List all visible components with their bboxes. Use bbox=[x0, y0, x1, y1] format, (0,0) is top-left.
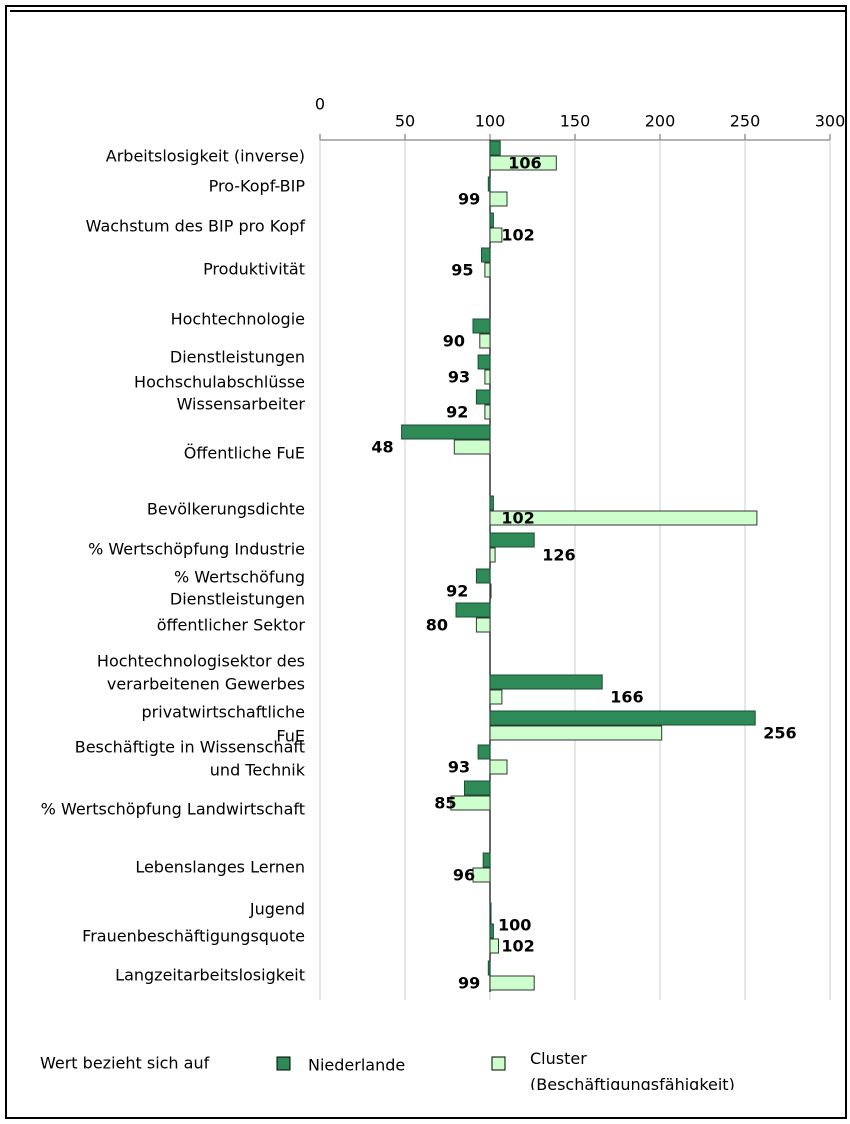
bar bbox=[479, 333, 491, 349]
bar bbox=[489, 923, 494, 939]
legend-entry-label: Niederlande bbox=[308, 1056, 405, 1075]
y-tick-label: Öffentliche FuE bbox=[184, 444, 305, 463]
y-tick-label: Pro-Kopf-BIP bbox=[209, 177, 306, 196]
y-tick-label: Bevölkerungsdichte bbox=[147, 500, 305, 519]
bar bbox=[455, 602, 491, 618]
bar bbox=[484, 262, 491, 278]
data-label: 90 bbox=[443, 332, 465, 351]
data-label: 256 bbox=[763, 724, 796, 743]
y-tick-label: privatwirtschaftliche bbox=[142, 703, 305, 722]
bar bbox=[489, 583, 492, 599]
bar bbox=[475, 568, 491, 584]
y-tick-label: Jugend bbox=[249, 900, 305, 919]
bar bbox=[489, 759, 508, 775]
y-tick-label: Wachstum des BIP pro Kopf bbox=[86, 217, 306, 236]
bar bbox=[489, 495, 494, 511]
y-tick-label: und Technik bbox=[210, 761, 306, 780]
bar bbox=[453, 439, 491, 455]
y-tick-label: Wissensarbeiter bbox=[177, 395, 306, 414]
bar bbox=[489, 227, 503, 243]
y-tick-label: Dienstleistungen bbox=[170, 590, 305, 609]
legend-title: Wert bezieht sich auf bbox=[40, 1054, 210, 1073]
y-tick-label: Lebenslanges Lernen bbox=[135, 858, 305, 877]
bar bbox=[489, 674, 603, 690]
bar bbox=[489, 155, 557, 171]
data-label: 96 bbox=[453, 866, 475, 885]
x-tick-label: 200 bbox=[645, 112, 676, 131]
y-tick-label: Frauenbeschäftigungsquote bbox=[82, 927, 305, 946]
bar bbox=[482, 852, 491, 868]
legend-swatch bbox=[491, 1056, 506, 1071]
bar bbox=[489, 975, 535, 991]
bar bbox=[487, 960, 491, 976]
data-label: 93 bbox=[448, 368, 470, 387]
y-tick-label: % Wertschöpfung Landwirtschaft bbox=[41, 800, 305, 819]
y-tick-label: FuE bbox=[276, 727, 305, 746]
bar bbox=[489, 725, 663, 741]
bar bbox=[489, 902, 492, 918]
data-label: 102 bbox=[501, 226, 534, 245]
bar bbox=[489, 532, 535, 548]
y-tick-label: verarbeitenen Gewerbes bbox=[107, 675, 305, 694]
bar bbox=[481, 247, 491, 263]
data-label: 99 bbox=[458, 974, 480, 993]
legend-swatch bbox=[276, 1056, 291, 1071]
bar bbox=[472, 867, 491, 883]
bar bbox=[489, 212, 494, 228]
y-tick-label: Dienstleistungen bbox=[170, 348, 305, 367]
bar bbox=[484, 369, 491, 385]
bar bbox=[475, 389, 491, 405]
y-tick-label: % Wertschöfung bbox=[174, 568, 305, 587]
data-label: 102 bbox=[501, 509, 534, 528]
bar bbox=[489, 510, 758, 526]
data-label: 93 bbox=[448, 758, 470, 777]
bar bbox=[487, 176, 491, 192]
bar bbox=[464, 780, 491, 796]
bar bbox=[401, 424, 491, 440]
data-label: 102 bbox=[501, 937, 534, 956]
data-label: 85 bbox=[434, 794, 456, 813]
bar bbox=[477, 354, 491, 370]
data-label: 48 bbox=[371, 438, 393, 457]
data-label: 99 bbox=[458, 190, 480, 209]
data-label: 100 bbox=[498, 916, 531, 935]
x-tick-label: 300 bbox=[815, 112, 846, 131]
y-tick-label: Arbeitslosigkeit (inverse) bbox=[106, 147, 305, 166]
y-tick-label: Hochtechnologisektor des bbox=[97, 652, 305, 671]
y-tick-label: Hochtechnologie bbox=[171, 310, 305, 329]
data-label: 80 bbox=[426, 616, 448, 635]
bar bbox=[484, 404, 491, 420]
x-tick-label: 150 bbox=[560, 112, 591, 131]
bar bbox=[489, 689, 503, 705]
data-label: 92 bbox=[446, 403, 468, 422]
bar bbox=[450, 795, 491, 811]
bar bbox=[475, 617, 491, 633]
y-tick-label: Langzeitarbeitslosigkeit bbox=[115, 966, 305, 985]
data-label: 95 bbox=[451, 261, 473, 280]
x-tick-label: 0 bbox=[315, 95, 325, 114]
y-tick-label: Produktivität bbox=[203, 260, 305, 279]
x-tick-label: 100 bbox=[475, 112, 506, 131]
data-label: 166 bbox=[610, 688, 643, 707]
bar bbox=[472, 318, 491, 334]
x-tick-label: 50 bbox=[395, 112, 415, 131]
y-tick-label: Beschäftigte in Wissenschaft bbox=[75, 738, 305, 757]
data-label: 106 bbox=[508, 154, 541, 173]
bar bbox=[489, 140, 501, 156]
bar bbox=[489, 547, 496, 563]
bar bbox=[489, 191, 508, 207]
y-tick-label: öffentlicher Sektor bbox=[157, 616, 306, 635]
bar bbox=[489, 938, 499, 954]
y-tick-label: % Wertschöpfung Industrie bbox=[88, 540, 305, 559]
x-tick-label: 250 bbox=[730, 112, 761, 131]
data-label: 126 bbox=[542, 546, 575, 565]
frame bbox=[5, 5, 847, 1119]
bar bbox=[489, 710, 756, 726]
data-label: 92 bbox=[446, 582, 468, 601]
bar bbox=[477, 744, 491, 760]
legend-entry-label: Cluster (Beschäftigungsfähigkeit) bbox=[530, 1049, 735, 1090]
y-tick-label: Hochschulabschlüsse bbox=[134, 373, 305, 392]
